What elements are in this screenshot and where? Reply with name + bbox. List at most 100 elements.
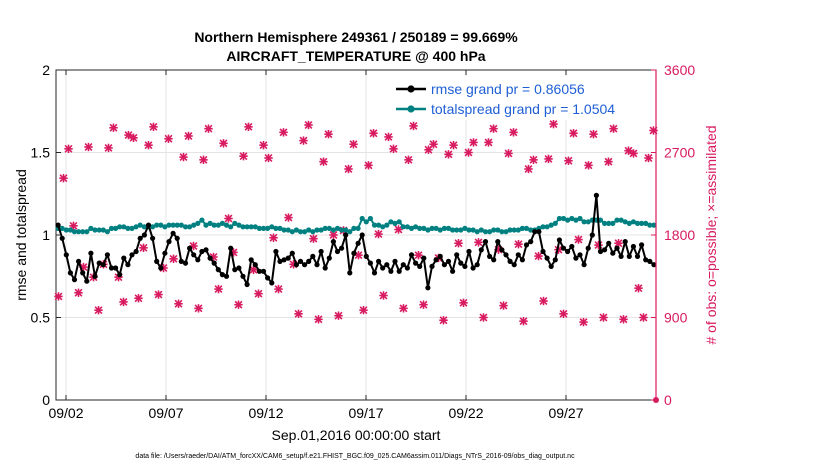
obs-count-marker [594, 240, 603, 250]
obs-count-marker [604, 157, 613, 166]
rmse-marker [240, 273, 246, 279]
rmse-marker [602, 247, 608, 253]
obs-count-marker [204, 124, 213, 133]
rmse-marker [228, 245, 234, 251]
obs-count-marker [164, 134, 173, 143]
rmse-marker [384, 262, 390, 268]
rmse-marker [396, 268, 402, 274]
obs-count-marker [274, 284, 283, 294]
totalspread-marker [277, 225, 283, 231]
totalspread-marker [408, 225, 415, 231]
totalspread-marker [437, 227, 443, 233]
totalspread-marker [643, 220, 649, 226]
obs-count-marker [179, 152, 188, 162]
legend-box [392, 76, 648, 120]
rmse-marker [425, 285, 431, 291]
obs-count-marker [329, 230, 338, 240]
rmse-marker [265, 275, 271, 281]
obs-count-marker [334, 311, 343, 320]
rmse-marker [474, 262, 480, 268]
obs-count-marker [284, 213, 293, 222]
rmse-marker [536, 229, 542, 235]
totalspread-marker [182, 224, 189, 230]
totalspread-marker [92, 227, 98, 233]
rmse-marker [532, 229, 538, 235]
rmse-marker [347, 270, 353, 276]
y-right-tick-label-0: 0 [664, 392, 672, 408]
obs-count-marker [279, 128, 288, 137]
totalspread-marker [281, 227, 287, 233]
totalspread-marker [433, 225, 439, 231]
legend-rmse-label: rmse grand pr = 0.86056 [431, 81, 585, 97]
y-right-tick-label-1: 900 [664, 310, 688, 326]
obs-count-marker [599, 313, 608, 322]
totalspread-marker [322, 225, 328, 231]
totalspread-marker [96, 227, 102, 233]
totalspread-marker [523, 225, 530, 231]
y-axis-label-right: # of obs: o=possible; ×=assimilated [703, 125, 719, 344]
totalspread-marker [462, 225, 468, 231]
totalspread-marker [67, 227, 73, 233]
rmse-marker [429, 263, 435, 269]
obs-count-marker [184, 131, 193, 141]
rmse-marker [454, 252, 460, 258]
obs-count-marker [534, 251, 543, 261]
totalspread-marker [404, 224, 410, 230]
rmse-marker [482, 239, 489, 245]
totalspread-marker [100, 227, 106, 233]
totalspread-marker [178, 222, 184, 228]
obs-count-marker [644, 153, 653, 163]
rmse-marker [248, 257, 254, 263]
data-file-footer: data file: /Users/raeder/DAI/ATM_forcXX/… [135, 453, 575, 460]
obs-count-marker [449, 140, 458, 150]
rmse-marker [462, 263, 468, 269]
totalspread-marker [639, 220, 645, 226]
obs-count-marker [419, 300, 428, 309]
rmse-marker [154, 258, 160, 264]
obs-count-marker [219, 139, 228, 148]
totalspread-marker [626, 220, 632, 226]
rmse-marker [343, 232, 349, 238]
obs-count-marker [264, 153, 273, 163]
chart-title-line2: AIRCRAFT_TEMPERATURE @ 400 hPa [226, 48, 485, 64]
obs-count-marker [224, 214, 233, 223]
rmse-marker [96, 260, 102, 266]
rmse-marker [630, 243, 637, 250]
obs-count-marker [134, 294, 143, 303]
totalspread-marker [170, 222, 176, 228]
totalspread-marker [544, 224, 550, 230]
totalspread-marker [203, 222, 209, 228]
rmse-marker [63, 252, 69, 258]
legend-spread-marker [407, 105, 415, 113]
rmse-marker [511, 262, 517, 268]
rmse-marker [388, 268, 394, 274]
rmse-marker [141, 232, 147, 238]
rmse-marker [166, 239, 172, 245]
obs-count-series [54, 119, 659, 403]
rmse-marker [359, 232, 365, 238]
rmse-marker [100, 262, 106, 268]
totalspread-marker [265, 225, 271, 231]
obs-count-marker [149, 122, 158, 132]
rmse-marker [540, 248, 546, 255]
totalspread-marker [634, 220, 641, 226]
rmse-marker [289, 250, 295, 256]
y-left-tick-label-1: 0.5 [31, 310, 51, 326]
rmse-marker [515, 252, 521, 258]
totalspread-marker [495, 227, 501, 233]
rmse-marker [84, 278, 90, 284]
totalspread-marker [84, 229, 90, 235]
rmse-marker [503, 252, 509, 258]
totalspread-marker [330, 227, 336, 233]
obs-count-marker [64, 144, 73, 154]
y-axis-label-left: rmse and totalspread [13, 169, 29, 301]
totalspread-marker [318, 227, 324, 233]
totalspread-marker [211, 222, 217, 228]
obs-count-marker [464, 148, 473, 157]
rmse-marker [236, 265, 242, 271]
rmse-marker [59, 235, 65, 241]
totalspread-marker [150, 224, 156, 230]
x-tick-label-5: 09/27 [548, 405, 583, 421]
rmse-marker [552, 257, 558, 263]
obs-count-marker [499, 301, 508, 310]
